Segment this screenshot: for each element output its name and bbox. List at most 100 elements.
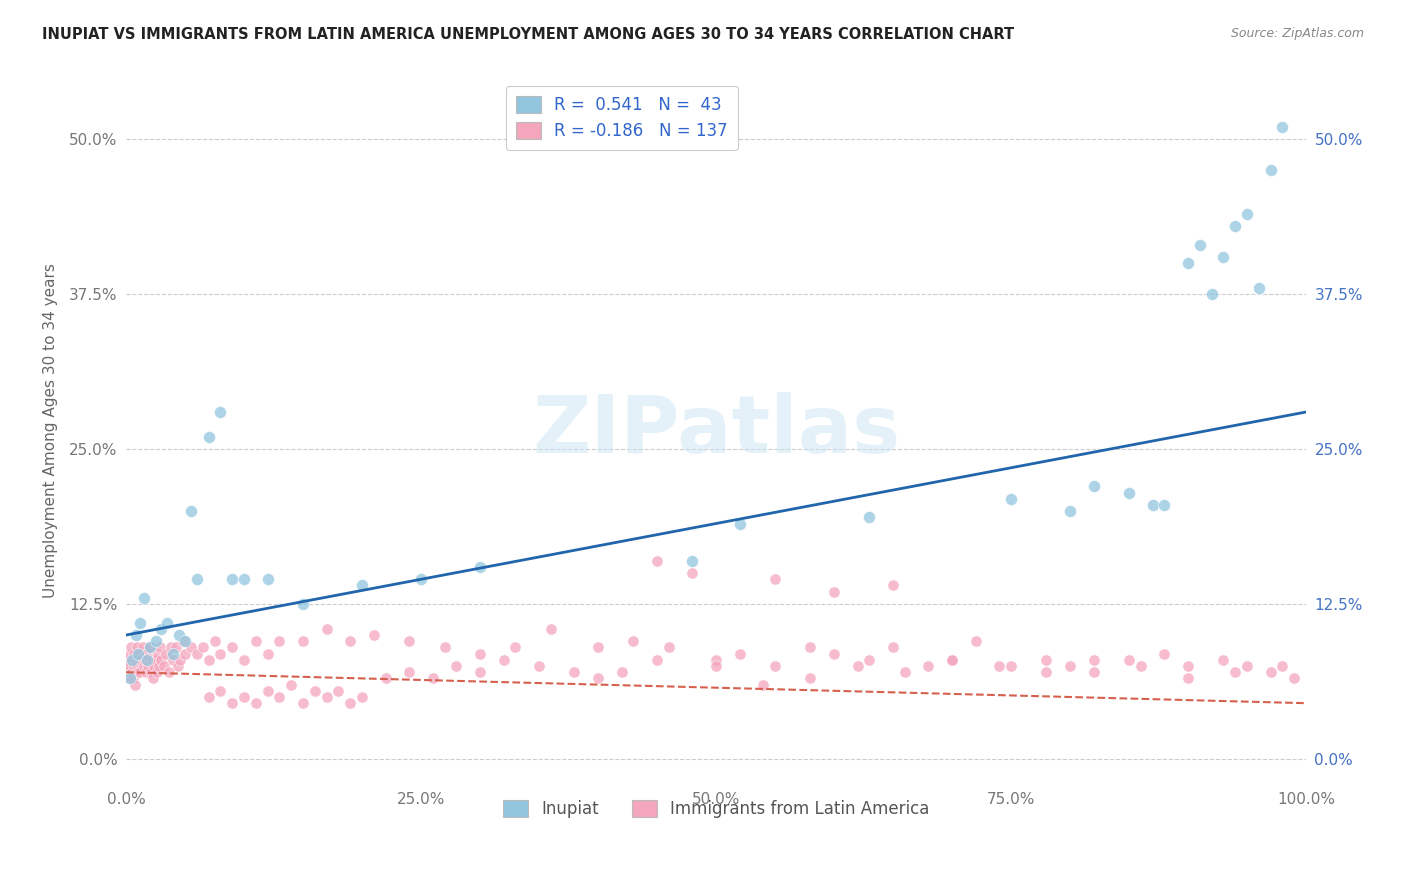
Point (169, 653, 191, 667)
Point (127, 659, 149, 673)
Point (704, 653, 727, 667)
Text: ZIPatlas: ZIPatlas (531, 392, 900, 469)
Point (422, 672, 444, 686)
Point (586, 640, 609, 655)
Point (1201, 287, 1223, 301)
Point (120, 640, 142, 655)
Point (292, 696, 315, 710)
Point (1000, 659, 1022, 673)
Point (128, 647, 150, 661)
Point (256, 572, 278, 586)
Point (120, 672, 142, 686)
Point (155, 647, 177, 661)
Point (121, 653, 143, 667)
Point (682, 566, 704, 580)
Point (1260, 665, 1282, 680)
Point (125, 640, 148, 655)
Point (256, 683, 278, 698)
Point (1129, 659, 1152, 673)
Point (162, 647, 184, 661)
Point (124, 677, 146, 691)
Point (586, 672, 609, 686)
Point (858, 510, 880, 524)
Point (165, 640, 187, 655)
Point (124, 665, 146, 680)
Point (728, 516, 751, 531)
Point (1236, 207, 1258, 221)
Point (858, 653, 880, 667)
Point (141, 653, 163, 667)
Point (134, 653, 156, 667)
Point (1000, 491, 1022, 506)
Point (150, 653, 173, 667)
Point (124, 647, 146, 661)
Point (156, 615, 179, 630)
Point (209, 683, 232, 698)
Point (894, 665, 917, 680)
Point (540, 622, 562, 636)
Point (610, 665, 633, 680)
Point (122, 672, 145, 686)
Point (186, 647, 208, 661)
Point (1083, 665, 1105, 680)
Point (150, 622, 173, 636)
Point (1142, 498, 1164, 512)
Point (1225, 665, 1247, 680)
Y-axis label: Unemployment Among Ages 30 to 34 years: Unemployment Among Ages 30 to 34 years (44, 263, 58, 598)
Point (882, 578, 904, 592)
Point (148, 659, 170, 673)
Point (728, 647, 751, 661)
Point (120, 659, 142, 673)
Point (527, 659, 550, 673)
Point (339, 634, 361, 648)
Point (409, 572, 432, 586)
Point (1236, 659, 1258, 673)
Point (245, 634, 267, 648)
Point (941, 653, 963, 667)
Point (139, 665, 162, 680)
Point (917, 659, 939, 673)
Point (1059, 504, 1081, 518)
Point (374, 672, 396, 686)
Point (209, 647, 232, 661)
Point (180, 504, 202, 518)
Point (221, 640, 243, 655)
Point (965, 634, 987, 648)
Point (682, 554, 704, 568)
Point (125, 653, 148, 667)
Point (352, 578, 374, 592)
Point (1118, 485, 1140, 500)
Point (132, 591, 155, 605)
Point (823, 584, 845, 599)
Point (492, 653, 515, 667)
Point (315, 622, 337, 636)
Point (135, 665, 157, 680)
Point (823, 647, 845, 661)
Point (352, 690, 374, 704)
Point (799, 640, 821, 655)
Point (138, 659, 160, 673)
Point (157, 665, 180, 680)
Point (1271, 659, 1294, 673)
Point (221, 696, 243, 710)
Point (209, 405, 232, 419)
Point (363, 628, 385, 642)
Text: Source: ZipAtlas.com: Source: ZipAtlas.com (1230, 27, 1364, 40)
Point (433, 640, 456, 655)
Point (233, 653, 256, 667)
Point (132, 659, 155, 673)
Point (245, 696, 267, 710)
Point (468, 647, 491, 661)
Point (1177, 256, 1199, 270)
Point (186, 572, 208, 586)
Point (704, 659, 727, 673)
Point (1118, 653, 1140, 667)
Point (658, 640, 681, 655)
Point (138, 640, 160, 655)
Point (145, 634, 167, 648)
Point (446, 659, 468, 673)
Point (1035, 665, 1057, 680)
Point (882, 640, 904, 655)
Point (1225, 219, 1247, 234)
Point (269, 690, 291, 704)
